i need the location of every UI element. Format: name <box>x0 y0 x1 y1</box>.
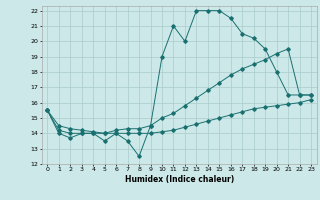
X-axis label: Humidex (Indice chaleur): Humidex (Indice chaleur) <box>124 175 234 184</box>
